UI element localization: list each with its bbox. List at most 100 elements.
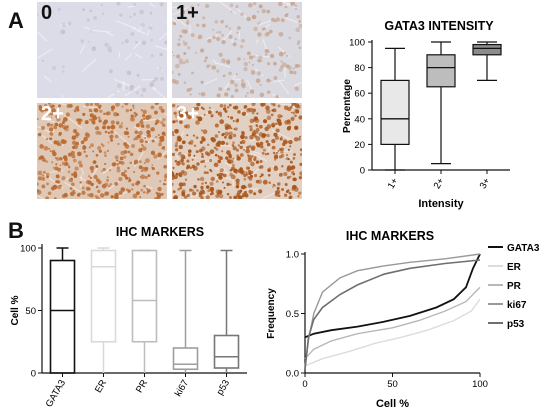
cell-nucleus <box>240 79 244 83</box>
cell-nucleus <box>172 54 175 57</box>
cell-nucleus <box>173 111 177 116</box>
cell-nucleus <box>176 105 181 110</box>
cell-nucleus <box>179 34 183 39</box>
stroma-fiber <box>205 34 219 40</box>
cell-nucleus <box>164 179 167 182</box>
cell-nucleus <box>255 78 261 84</box>
cell-nucleus <box>156 194 161 199</box>
cell-nucleus <box>114 181 119 186</box>
cell-nucleus <box>95 164 99 169</box>
cell-nucleus <box>88 118 92 121</box>
stroma-fiber <box>151 87 167 98</box>
cell-nucleus <box>201 155 204 158</box>
y-tick-label: 0 <box>360 166 365 177</box>
cell-nucleus <box>158 68 162 71</box>
cell-nucleus <box>208 64 211 67</box>
cell-nucleus <box>193 184 197 189</box>
cell-nucleus <box>140 188 144 192</box>
cell-nucleus <box>216 31 219 34</box>
y-axis-label: Percentage <box>342 79 353 133</box>
cell-nucleus <box>181 189 186 194</box>
cell-nucleus <box>225 142 229 146</box>
stroma-fiber <box>50 169 64 174</box>
cell-nucleus <box>172 70 174 74</box>
cell-nucleus <box>200 48 205 53</box>
cell-nucleus <box>266 133 270 138</box>
cell-nucleus <box>107 131 111 135</box>
cell-nucleus <box>222 74 226 78</box>
cell-nucleus <box>251 133 255 137</box>
cell-nucleus <box>150 54 154 58</box>
cell-nucleus <box>134 130 139 135</box>
cell-nucleus <box>175 148 179 152</box>
cell-nucleus <box>272 151 276 155</box>
cell-nucleus <box>204 151 209 155</box>
cell-nucleus <box>191 71 194 75</box>
cell-nucleus <box>68 166 71 169</box>
cell-nucleus <box>215 194 220 198</box>
cell-nucleus <box>37 189 42 195</box>
stroma-fiber <box>294 82 302 87</box>
cell-nucleus <box>107 184 111 188</box>
cell-nucleus <box>271 145 276 150</box>
cell-nucleus <box>260 104 263 107</box>
cell-nucleus <box>271 185 274 188</box>
cell-nucleus <box>251 111 255 115</box>
cell-nucleus <box>136 73 140 77</box>
cell-nucleus <box>57 167 62 172</box>
cell-nucleus <box>231 144 235 147</box>
cell-nucleus <box>259 124 263 129</box>
legend-label-ki67: ki67 <box>507 300 527 311</box>
cell-nucleus <box>226 87 231 91</box>
cell-nucleus <box>264 126 269 132</box>
cell-nucleus <box>59 184 62 187</box>
cell-nucleus <box>61 121 65 125</box>
cell-nucleus <box>208 106 211 109</box>
cell-nucleus <box>110 138 114 142</box>
cell-nucleus <box>188 11 192 15</box>
cell-nucleus <box>245 171 248 174</box>
cell-nucleus <box>117 142 120 146</box>
cell-nucleus <box>210 176 215 182</box>
stroma-fiber <box>221 176 235 181</box>
chart-title: IHC MARKERS <box>346 229 434 243</box>
micrograph-1plus-image <box>172 2 302 98</box>
stroma-fiber <box>272 79 285 83</box>
cell-nucleus <box>114 194 119 199</box>
cell-nucleus <box>252 63 254 66</box>
cell-nucleus <box>232 141 235 145</box>
cell-nucleus <box>178 151 182 156</box>
cell-nucleus <box>172 134 175 137</box>
cell-nucleus <box>145 124 151 129</box>
cell-nucleus <box>222 132 225 136</box>
cell-nucleus <box>258 189 263 194</box>
cell-nucleus <box>215 180 219 183</box>
cell-nucleus <box>85 154 89 158</box>
cell-nucleus <box>37 118 39 121</box>
cell-nucleus <box>259 83 262 86</box>
cell-nucleus <box>229 183 232 186</box>
cell-nucleus <box>155 135 158 138</box>
cell-nucleus <box>37 176 43 181</box>
stroma-fiber <box>63 113 83 130</box>
cell-nucleus <box>87 187 91 191</box>
cell-nucleus <box>299 148 302 152</box>
stroma-fiber <box>131 27 147 35</box>
cell-nucleus <box>46 182 49 186</box>
cell-nucleus <box>200 91 206 97</box>
cell-nucleus <box>270 113 274 117</box>
cell-nucleus <box>290 170 295 175</box>
cell-nucleus <box>160 76 165 81</box>
cell-nucleus <box>253 173 258 178</box>
cell-nucleus <box>299 171 302 176</box>
cell-nucleus <box>290 111 293 114</box>
cell-nucleus <box>216 93 221 98</box>
cell-nucleus <box>265 31 270 36</box>
cell-nucleus <box>144 175 148 179</box>
stroma-fiber <box>84 26 90 30</box>
cell-nucleus <box>106 178 109 182</box>
cell-nucleus <box>298 175 302 180</box>
cell-nucleus <box>82 8 85 12</box>
cell-nucleus <box>38 156 43 160</box>
cell-nucleus <box>46 175 49 179</box>
